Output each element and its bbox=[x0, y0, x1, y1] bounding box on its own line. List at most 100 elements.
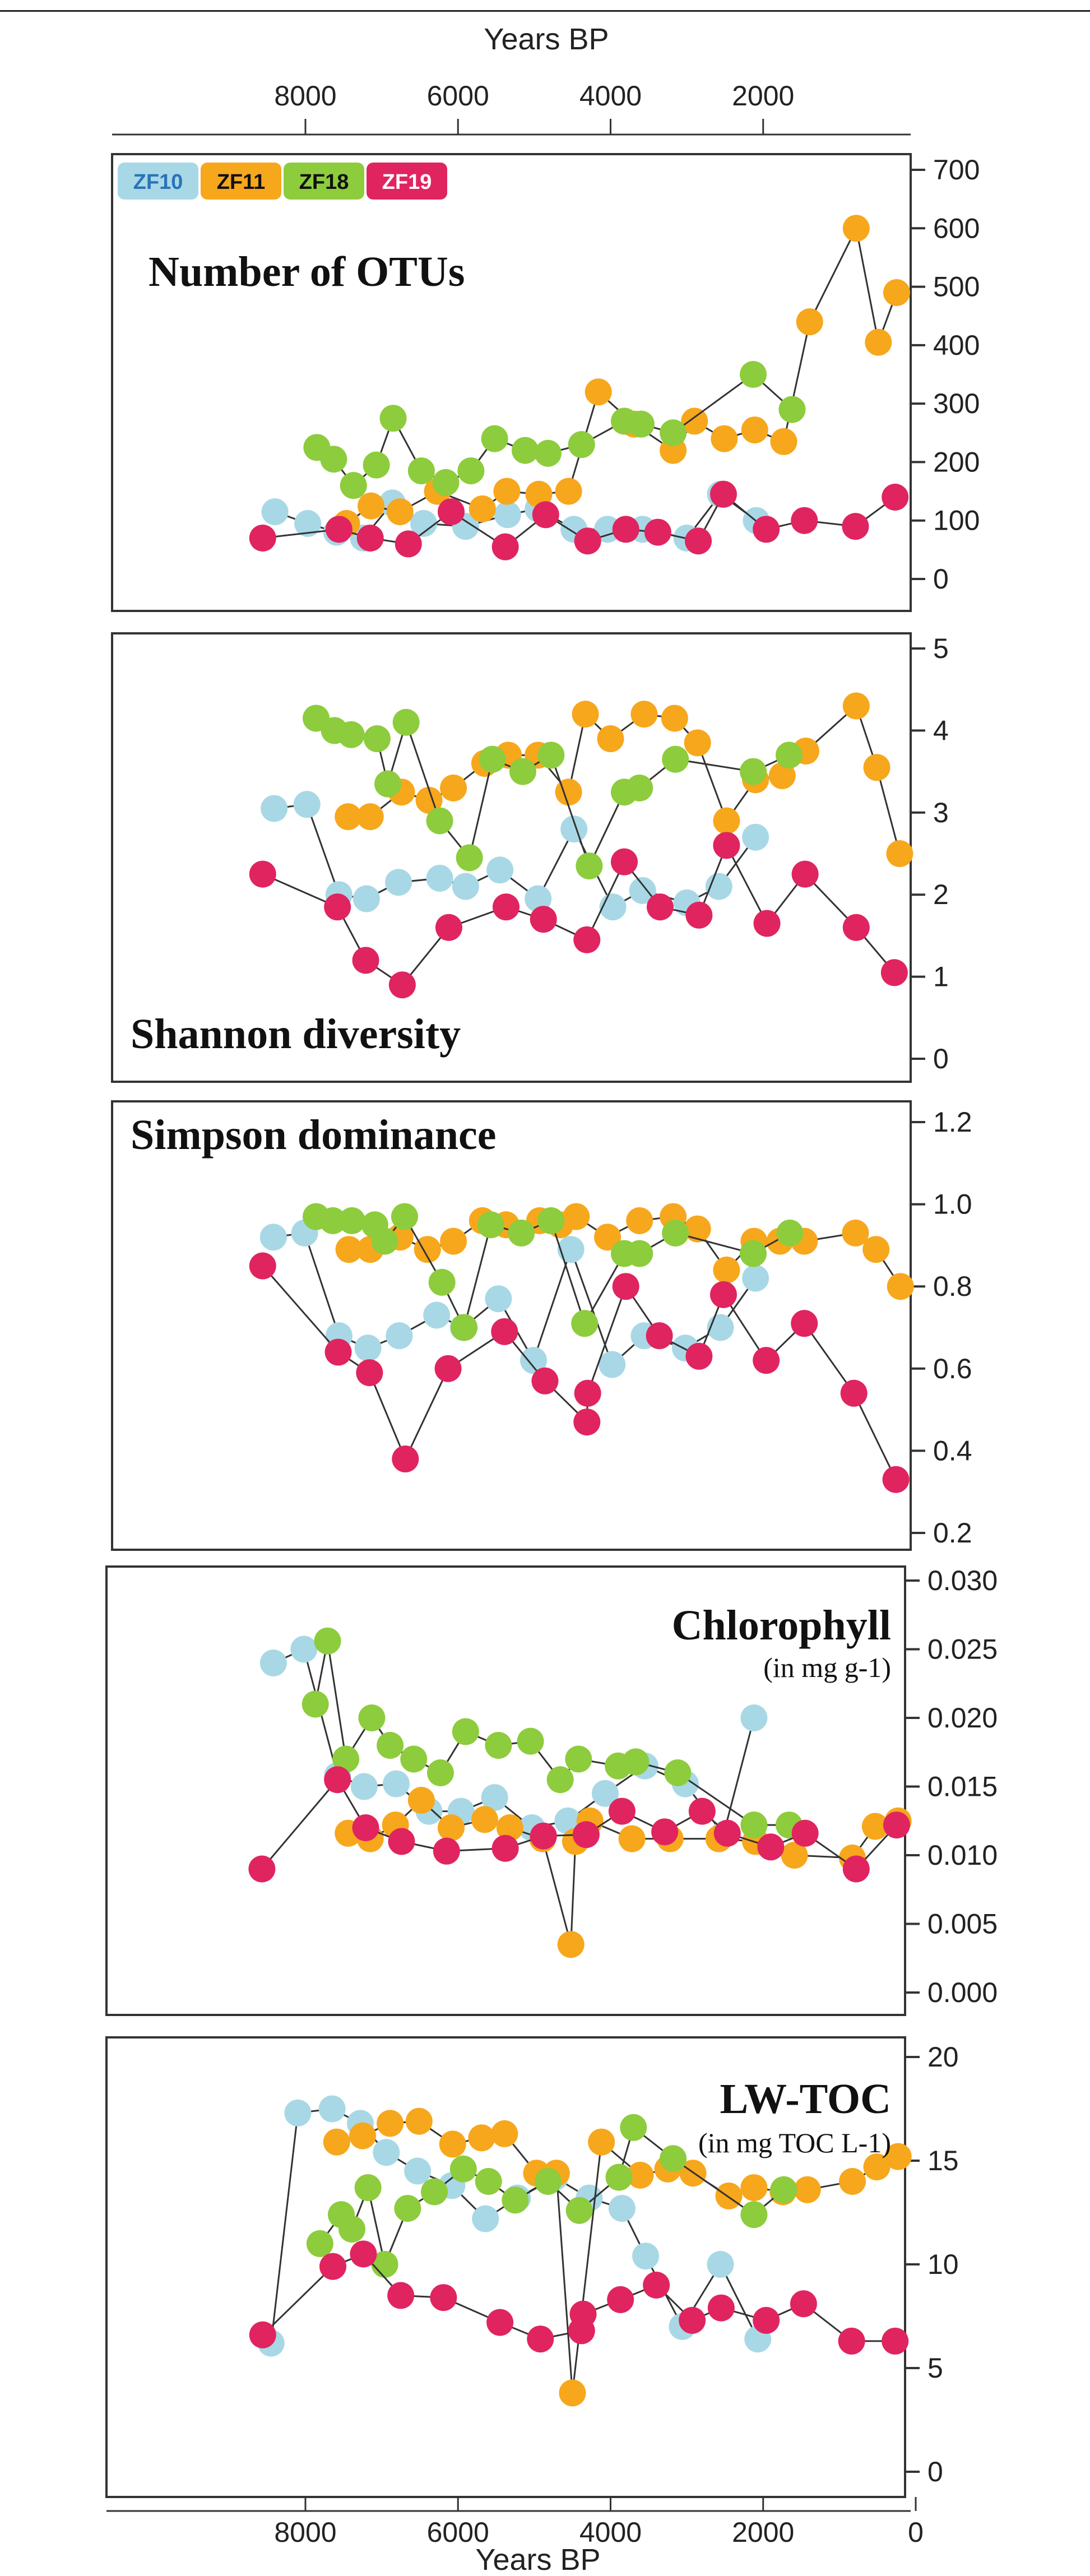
data-point bbox=[475, 2168, 502, 2195]
data-point bbox=[379, 405, 407, 432]
y-tick-label: 10 bbox=[927, 2249, 959, 2280]
data-point bbox=[842, 215, 870, 242]
series-line bbox=[261, 1778, 898, 1870]
data-point bbox=[349, 2122, 377, 2149]
data-point bbox=[554, 1807, 582, 1834]
data-point bbox=[261, 795, 288, 822]
data-point bbox=[883, 1811, 910, 1839]
y-tick-label: 0.015 bbox=[927, 1771, 998, 1803]
data-point bbox=[426, 1759, 454, 1786]
y-tick-label: 500 bbox=[933, 271, 980, 303]
data-point bbox=[597, 725, 624, 753]
data-point bbox=[404, 2157, 432, 2185]
data-point bbox=[664, 1759, 692, 1786]
data-point bbox=[437, 1814, 465, 1841]
legend-swatch bbox=[367, 163, 447, 200]
data-point bbox=[757, 1833, 785, 1861]
y-axis: 0 100 200 300 400 500 600 700 bbox=[911, 154, 980, 595]
data-point bbox=[352, 885, 380, 912]
top-x-tick-label: 4000 bbox=[579, 80, 642, 112]
data-point bbox=[452, 873, 479, 900]
data-point bbox=[432, 469, 460, 496]
panel-shannon: 0 1 2 3 4 5 Shannon diversity bbox=[111, 632, 949, 1083]
panel-subtitle: (in mg TOC L-1) bbox=[698, 2127, 891, 2158]
data-point bbox=[887, 1273, 914, 1300]
series-zf19 bbox=[248, 1766, 910, 1883]
data-point bbox=[685, 527, 712, 555]
data-point bbox=[607, 2286, 634, 2313]
data-point bbox=[392, 1445, 419, 1473]
data-point bbox=[471, 1806, 498, 1833]
data-point bbox=[332, 1745, 360, 1773]
data-point bbox=[713, 1256, 740, 1284]
y-tick-label: 20 bbox=[927, 2041, 959, 2073]
series-zf18 bbox=[306, 2114, 797, 2278]
data-point bbox=[713, 832, 740, 859]
data-point bbox=[626, 774, 653, 801]
top-x-tick-label: 2000 bbox=[732, 80, 794, 112]
data-point bbox=[660, 419, 687, 447]
data-point bbox=[491, 1318, 518, 1345]
data-point bbox=[608, 1797, 636, 1825]
data-point bbox=[469, 495, 496, 522]
data-point bbox=[685, 901, 713, 929]
top-x-axis-title: Years BP bbox=[484, 22, 609, 56]
data-point bbox=[537, 1207, 565, 1234]
data-point bbox=[335, 803, 362, 831]
data-point bbox=[319, 1207, 347, 1234]
data-point bbox=[569, 2300, 597, 2328]
legend-item-zf19: ZF19 bbox=[367, 163, 447, 200]
data-point bbox=[632, 2243, 660, 2270]
data-point bbox=[259, 1650, 287, 1676]
y-tick-label: 0 bbox=[933, 563, 949, 595]
data-point bbox=[371, 1227, 398, 1255]
data-point bbox=[882, 1466, 910, 1493]
data-point bbox=[249, 1252, 276, 1280]
data-point bbox=[248, 1855, 276, 1883]
y-tick-label: 5 bbox=[927, 2352, 943, 2384]
y-tick-label: 3 bbox=[933, 797, 949, 828]
series-zf10 bbox=[261, 791, 769, 921]
data-point bbox=[434, 1355, 462, 1382]
data-point bbox=[373, 2139, 400, 2166]
data-point bbox=[356, 803, 384, 831]
panel-lwtoc: 0 5 10 15 20 8000 6000 4000 2000 0 LW-TOC (in mg… bbox=[105, 2036, 959, 2548]
legend-swatch bbox=[118, 163, 198, 200]
data-point bbox=[323, 2128, 350, 2156]
data-point bbox=[740, 1240, 767, 1267]
panel-frame bbox=[111, 1100, 912, 1551]
data-point bbox=[363, 451, 390, 479]
y-tick-label: 200 bbox=[933, 446, 980, 478]
data-point bbox=[421, 2178, 448, 2206]
data-point bbox=[318, 2095, 346, 2123]
data-point bbox=[591, 1780, 619, 1807]
data-point bbox=[768, 762, 796, 789]
data-point bbox=[557, 1931, 585, 1958]
data-point bbox=[791, 1819, 819, 1847]
data-point bbox=[352, 947, 379, 974]
data-point bbox=[599, 1351, 626, 1378]
data-point bbox=[374, 770, 402, 798]
data-point bbox=[681, 407, 708, 435]
legend-label: ZF10 bbox=[133, 170, 183, 194]
data-point bbox=[679, 2306, 706, 2334]
legend-swatch bbox=[284, 163, 364, 200]
data-point bbox=[862, 1236, 890, 1263]
data-point bbox=[491, 1834, 519, 1862]
bottom-x-tick-label: 6000 bbox=[427, 2517, 489, 2548]
y-tick-label: 0 bbox=[927, 2456, 943, 2487]
data-point bbox=[574, 527, 601, 555]
data-point bbox=[534, 2168, 562, 2195]
panel-frame bbox=[105, 2036, 906, 2498]
data-point bbox=[576, 852, 603, 879]
data-point bbox=[531, 1367, 559, 1394]
data-point bbox=[481, 1784, 508, 1811]
data-point bbox=[661, 705, 688, 732]
y-tick-label: 1.2 bbox=[933, 1106, 972, 1138]
data-point bbox=[662, 745, 689, 773]
data-point bbox=[627, 2161, 654, 2189]
legend-label: ZF18 bbox=[299, 170, 349, 194]
data-point bbox=[568, 431, 595, 458]
legend: ZF10 ZF11 ZF18 ZF19 bbox=[118, 163, 447, 200]
